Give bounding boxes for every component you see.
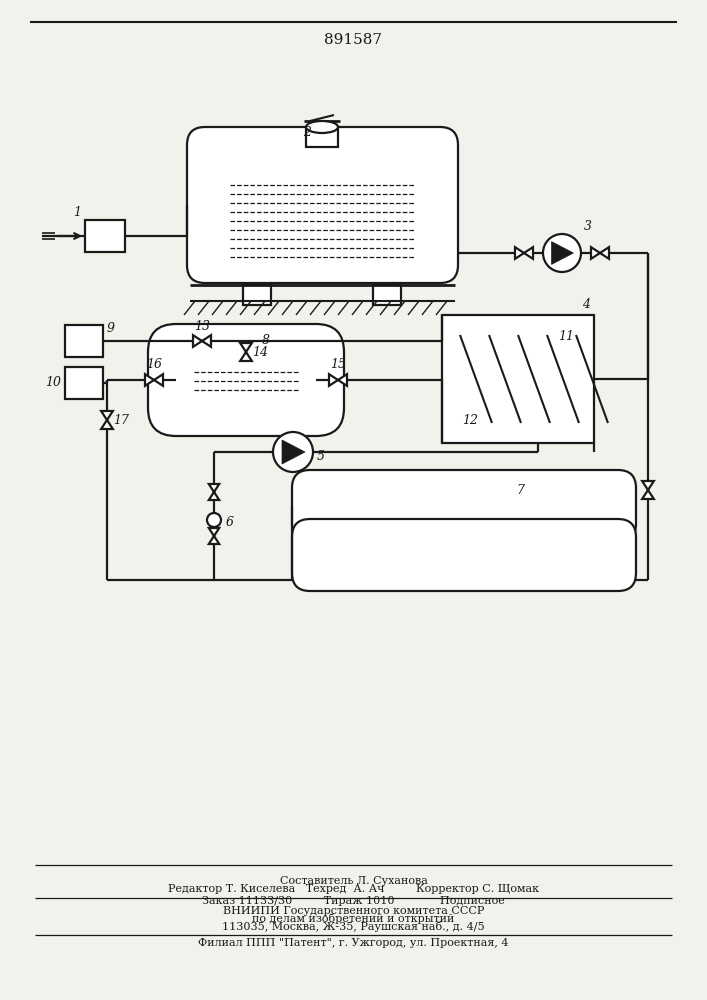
Polygon shape xyxy=(282,440,305,464)
Bar xyxy=(373,285,401,305)
Polygon shape xyxy=(515,247,533,259)
Text: Заказ 11133/30         Тираж 1010             Подписное: Заказ 11133/30 Тираж 1010 Подписное xyxy=(202,896,505,906)
Text: 15: 15 xyxy=(330,359,346,371)
Polygon shape xyxy=(329,374,347,386)
Text: 6: 6 xyxy=(226,516,234,528)
Polygon shape xyxy=(240,343,252,361)
Text: 2: 2 xyxy=(303,126,311,139)
Bar xyxy=(65,325,103,357)
Text: Филиал ППП "Патент", г. Ужгород, ул. Проектная, 4: Филиал ППП "Патент", г. Ужгород, ул. Про… xyxy=(198,938,509,948)
Polygon shape xyxy=(209,484,219,500)
FancyBboxPatch shape xyxy=(148,324,344,436)
Circle shape xyxy=(273,432,313,472)
Text: по делам изобретений и открытий: по делам изобретений и открытий xyxy=(252,914,455,924)
Text: 10: 10 xyxy=(45,376,61,389)
Text: 4: 4 xyxy=(582,298,590,312)
Text: 17: 17 xyxy=(113,414,129,426)
Ellipse shape xyxy=(306,121,338,133)
Polygon shape xyxy=(193,335,211,347)
Bar xyxy=(85,220,125,252)
Text: 14: 14 xyxy=(252,346,268,359)
Text: 16: 16 xyxy=(146,359,162,371)
Polygon shape xyxy=(591,247,609,259)
Bar xyxy=(306,129,338,147)
Text: 891587: 891587 xyxy=(324,33,382,47)
Text: 5: 5 xyxy=(317,450,325,464)
Circle shape xyxy=(543,234,581,272)
Text: 8: 8 xyxy=(262,334,270,347)
Text: 9: 9 xyxy=(107,322,115,336)
Text: 113035, Москва, Ж-35, Раушская наб., д. 4/5: 113035, Москва, Ж-35, Раушская наб., д. … xyxy=(222,922,485,932)
Text: 11: 11 xyxy=(558,330,574,344)
Bar xyxy=(442,315,594,443)
Polygon shape xyxy=(551,242,573,264)
Text: 12: 12 xyxy=(462,414,478,428)
Polygon shape xyxy=(145,374,163,386)
Polygon shape xyxy=(209,528,219,544)
Circle shape xyxy=(207,513,221,527)
Text: 13: 13 xyxy=(194,320,210,334)
Text: 1: 1 xyxy=(73,206,81,219)
Text: 3: 3 xyxy=(584,221,592,233)
FancyBboxPatch shape xyxy=(187,127,458,283)
Text: Составитель Л. Суханова: Составитель Л. Суханова xyxy=(279,876,428,886)
FancyBboxPatch shape xyxy=(292,519,636,591)
Bar xyxy=(243,285,271,305)
FancyBboxPatch shape xyxy=(292,470,636,542)
Bar xyxy=(65,367,103,399)
Polygon shape xyxy=(642,481,654,499)
Text: ВНИИПИ Государственного комитета СССР: ВНИИПИ Государственного комитета СССР xyxy=(223,906,484,916)
Text: Редактор Т. Киселева   Техред  А. Ач         Корректор С. Щомак: Редактор Т. Киселева Техред А. Ач Коррек… xyxy=(168,884,539,894)
Polygon shape xyxy=(101,411,113,429)
Text: 7: 7 xyxy=(516,484,524,496)
